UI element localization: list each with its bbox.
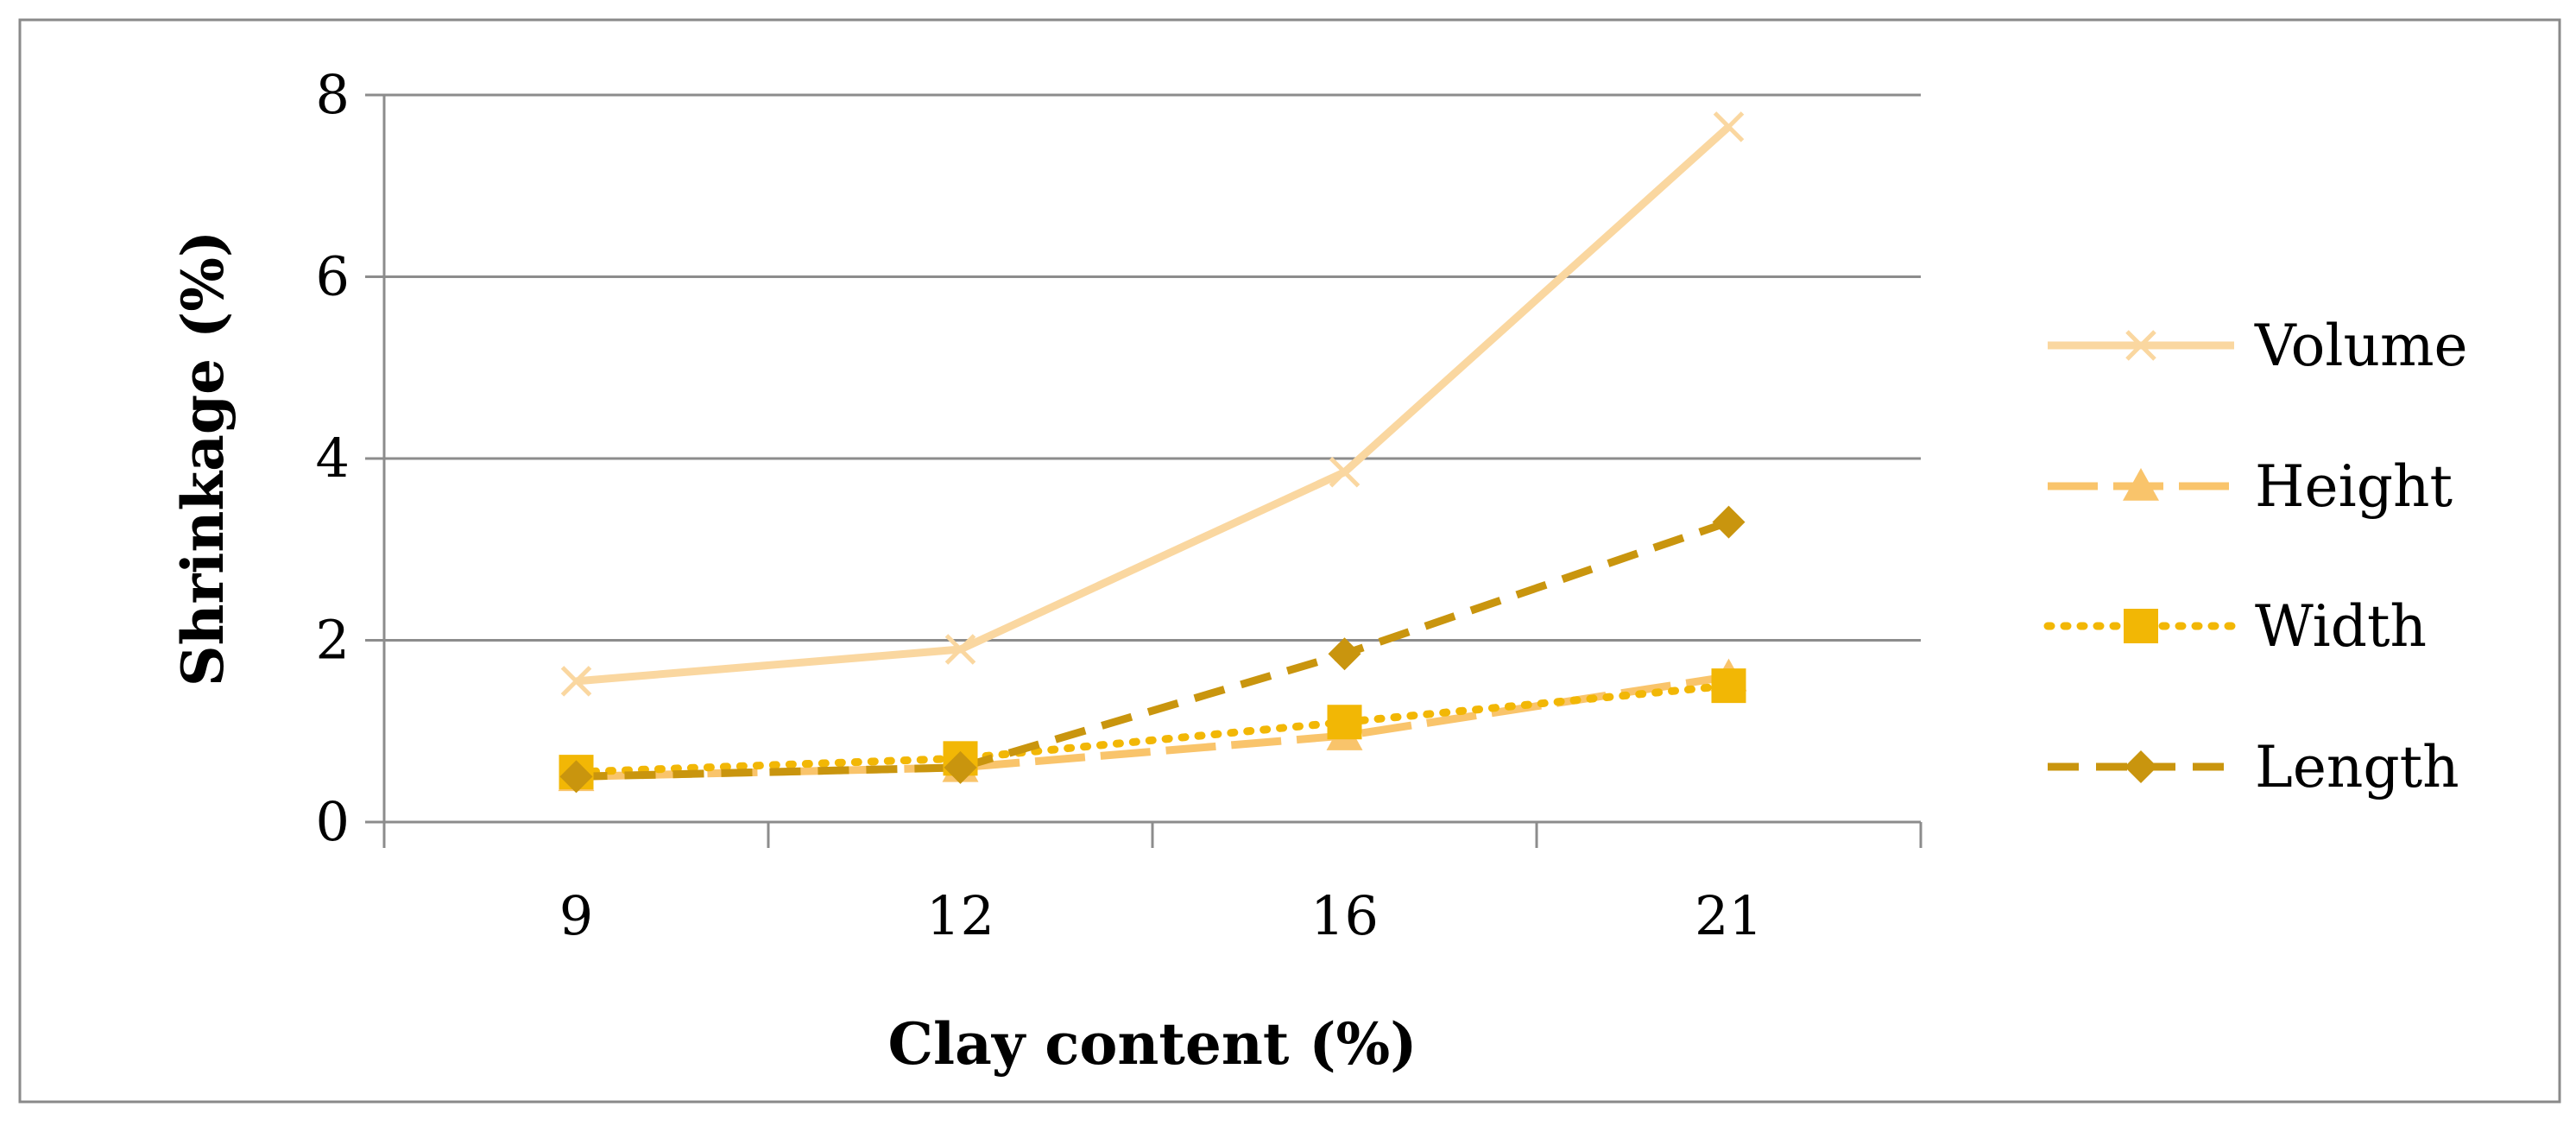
series-volume-marker (1713, 111, 1745, 142)
series-volume-line (576, 123, 1732, 686)
legend-height-entry: Height (2048, 453, 2453, 520)
x-tick-label: 16 (1310, 884, 1379, 947)
legend-volume-marker (2125, 330, 2156, 361)
series-length-marker (1328, 637, 1361, 671)
series-width-line (572, 681, 1733, 776)
legend-height-marker (2123, 468, 2159, 501)
legend-width-entry: Width (2043, 593, 2427, 660)
series-length-marker (559, 760, 593, 794)
legend: Volume Height Width Length (2043, 313, 2468, 800)
y-tick-label: 0 (316, 790, 350, 853)
y-axis-title: Shrinkage (%) (169, 231, 237, 686)
legend-volume-label: Volume (2254, 313, 2468, 379)
series-volume-marker (560, 666, 592, 697)
legend-length-marker (2125, 750, 2157, 783)
series-volume-marker-stroke (1329, 457, 1361, 488)
y-tick-label: 6 (316, 245, 350, 308)
series-volume-marker (1329, 457, 1361, 488)
series-height-line (576, 673, 1730, 781)
legend-height-label: Height (2255, 453, 2453, 520)
series-markers (558, 111, 1747, 794)
series-width-marker (1711, 668, 1746, 704)
legend-width-label: Width (2255, 593, 2427, 660)
y-tick-label: 2 (316, 609, 350, 672)
series-volume-marker-stroke (1713, 111, 1745, 142)
legend-length-label: Length (2255, 734, 2459, 800)
series-length-marker (1712, 505, 1746, 539)
x-tick-label: 21 (1695, 884, 1763, 947)
series-width-marker (1327, 705, 1362, 740)
series-lines (572, 123, 1733, 781)
gridlines (384, 93, 1921, 642)
legend-width-marker (2124, 609, 2158, 643)
series-volume-marker (944, 634, 976, 665)
legend-volume-marker-stroke (2125, 330, 2156, 361)
y-tick-label: 8 (316, 63, 350, 126)
legend-volume-entry: Volume (2048, 313, 2468, 379)
x-tick-label: 9 (559, 884, 593, 947)
axes: 0 2 4 6 8 9 12 16 21 (316, 63, 1923, 947)
series-length-marker (944, 750, 977, 784)
legend-length-entry: Length (2048, 734, 2459, 800)
x-tick-label: 12 (926, 884, 994, 947)
chart-border (18, 18, 2561, 1104)
y-tick-label: 4 (316, 427, 350, 490)
x-axis-title: Clay content (%) (888, 1010, 1417, 1078)
series-length-line (576, 518, 1730, 781)
series-volume-marker-stroke (560, 666, 592, 697)
series-volume-marker-stroke (944, 634, 976, 665)
